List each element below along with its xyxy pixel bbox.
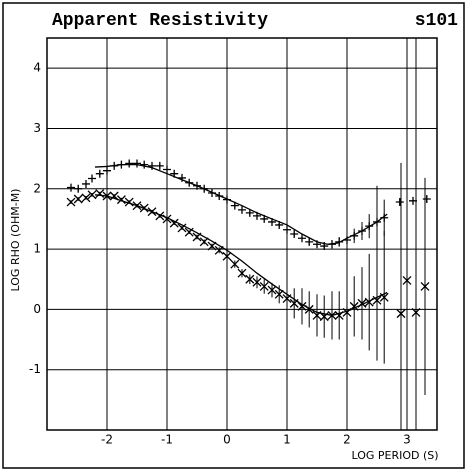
cross-marker <box>245 274 255 284</box>
plus-marker <box>148 161 156 170</box>
plus-marker <box>82 179 90 188</box>
plus-marker <box>133 159 141 168</box>
cross-marker <box>222 251 232 261</box>
plot-frame <box>46 37 438 431</box>
x-tick-label: -1 <box>161 433 173 447</box>
y-tick-label: 0 <box>33 302 41 316</box>
cross-marker <box>199 237 209 247</box>
cross-marker <box>81 193 91 203</box>
x-tick-label: 2 <box>343 433 351 447</box>
x-tick-label: 3 <box>403 433 411 447</box>
cross-marker <box>297 301 307 311</box>
cross-marker <box>411 307 421 317</box>
plus-marker <box>163 165 171 174</box>
plus-marker <box>74 184 83 193</box>
y-axis-label: LOG RHO (OHM-M) <box>9 189 22 292</box>
plus-marker <box>95 169 104 178</box>
plus-marker <box>305 237 314 246</box>
cross-marker <box>402 275 412 285</box>
x-axis-label: LOG PERIOD (S) <box>351 449 438 462</box>
cross-marker <box>252 277 262 287</box>
plus-marker <box>245 208 254 217</box>
y-tick-label: 3 <box>33 121 41 135</box>
x-tick-label: 0 <box>223 433 231 447</box>
plus-marker <box>395 198 404 207</box>
plus-marker <box>283 225 291 234</box>
cross-marker <box>372 295 382 305</box>
plus-marker <box>140 160 149 169</box>
plus-marker <box>290 230 299 238</box>
plus-marker <box>67 183 75 192</box>
y-tick-label: -1 <box>29 362 41 376</box>
plus-marker <box>88 174 96 183</box>
plus-marker <box>178 173 186 182</box>
fit-curve <box>94 194 388 317</box>
cross-marker <box>66 197 76 207</box>
plus-marker <box>298 234 306 243</box>
cross-marker <box>87 190 97 200</box>
plus-marker <box>238 205 246 214</box>
cross-marker <box>259 282 269 291</box>
cross-marker <box>124 197 134 207</box>
y-tick-label: 2 <box>33 181 41 195</box>
plus-marker <box>155 161 164 170</box>
plus-marker <box>103 166 111 175</box>
cross-marker <box>267 285 277 295</box>
cross-marker <box>230 259 240 269</box>
cross-marker <box>274 289 284 299</box>
x-tick-label: 1 <box>283 433 291 447</box>
cross-marker <box>237 268 247 278</box>
y-tick-label: 1 <box>33 242 41 256</box>
cross-marker <box>95 189 105 199</box>
fit-curve <box>94 163 388 245</box>
x-tick-label: -2 <box>101 433 113 447</box>
cross-marker <box>396 309 406 319</box>
y-tick-label: 4 <box>33 61 41 75</box>
plus-marker <box>125 159 134 168</box>
chart-subtitle: s101 <box>415 11 458 31</box>
cross-marker <box>116 195 126 205</box>
cross-marker <box>73 194 83 204</box>
cross-marker <box>177 223 187 233</box>
chart-title: Apparent Resistivity <box>52 11 268 31</box>
cross-marker <box>420 282 430 291</box>
plus-marker <box>422 195 431 204</box>
